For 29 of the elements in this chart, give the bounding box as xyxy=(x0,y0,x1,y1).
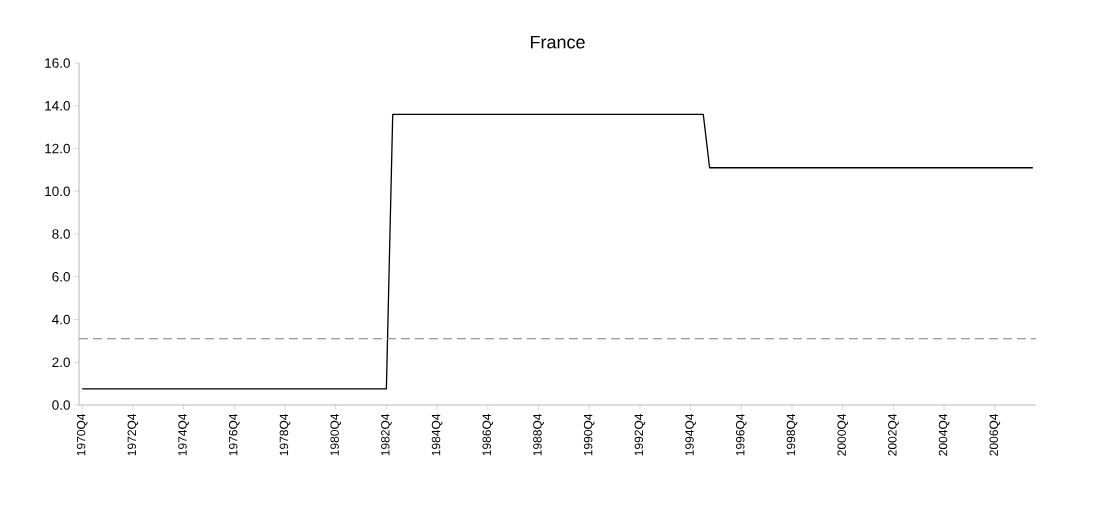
x-tick-label: 1974Q4 xyxy=(178,413,189,456)
x-tick-label: 2006Q4 xyxy=(989,413,1001,456)
x-tick-label: 1990Q4 xyxy=(583,413,595,456)
y-tick-label: 0.0 xyxy=(52,400,70,410)
x-tick-label: 2002Q4 xyxy=(888,413,899,456)
y-tick-label: 14.0 xyxy=(45,100,70,111)
x-tick-label: 1984Q4 xyxy=(431,413,443,456)
x-tick-label: 1980Q4 xyxy=(330,413,342,456)
x-tick-label: 1992Q4 xyxy=(634,413,646,456)
y-tick-label: 16.0 xyxy=(45,58,70,68)
x-tick-label: 1996Q4 xyxy=(735,413,747,456)
y-tick-label: 8.0 xyxy=(52,229,70,239)
y-tick-label: 10.0 xyxy=(45,186,70,197)
x-tick-label: 1986Q4 xyxy=(482,413,494,456)
x-tick-label: 1994Q4 xyxy=(685,413,696,456)
chart-title: France xyxy=(530,35,585,49)
x-tick-label: 1982Q4 xyxy=(381,413,392,456)
x-tick-label: 1970Q4 xyxy=(76,413,88,456)
y-tick-label: 4.0 xyxy=(52,314,70,325)
x-tick-label: 1978Q4 xyxy=(279,413,291,456)
x-tick-label: 2004Q4 xyxy=(938,413,950,456)
x-tick-label: 1972Q4 xyxy=(127,413,139,456)
y-tick-label: 12.0 xyxy=(45,143,70,154)
x-tick-label: 1988Q4 xyxy=(533,413,544,456)
y-tick-label: 2.0 xyxy=(52,357,70,368)
x-tick-label: 2000Q4 xyxy=(837,413,849,456)
x-tick-label: 1976Q4 xyxy=(228,413,240,456)
x-tick-label: 1998Q4 xyxy=(786,413,798,456)
y-tick-label: 6.0 xyxy=(52,271,70,282)
